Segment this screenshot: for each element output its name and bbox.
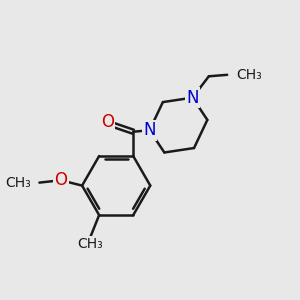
Text: N: N bbox=[186, 88, 199, 106]
Text: CH₃: CH₃ bbox=[236, 68, 262, 82]
Text: CH₃: CH₃ bbox=[77, 237, 103, 251]
Text: O: O bbox=[101, 113, 114, 131]
Text: O: O bbox=[54, 171, 67, 189]
Text: N: N bbox=[143, 121, 156, 139]
Text: CH₃: CH₃ bbox=[5, 176, 31, 190]
